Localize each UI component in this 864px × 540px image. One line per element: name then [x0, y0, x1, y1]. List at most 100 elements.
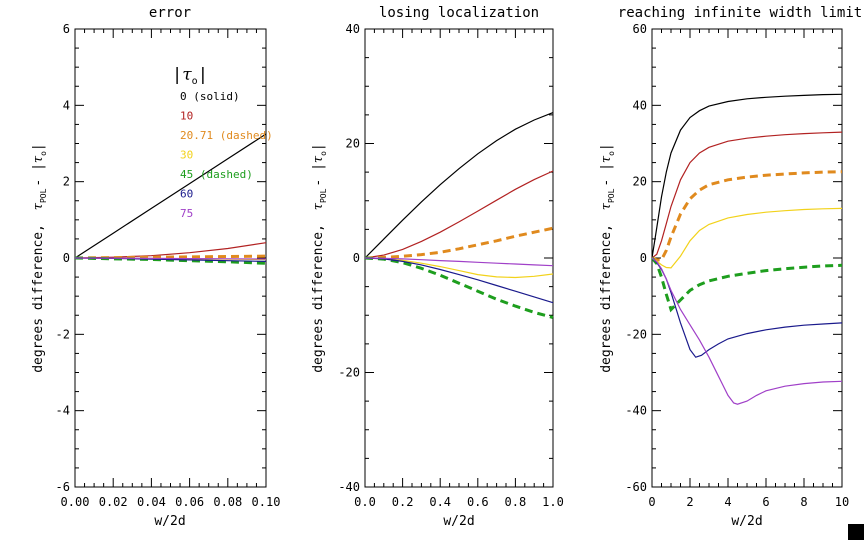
x-tick-label: 1.0: [542, 495, 564, 509]
pol-subscript: POL: [39, 188, 48, 203]
series-line-0: [651, 93, 843, 259]
x-axis-label: w/2d: [731, 514, 762, 529]
y-tick-label: -4: [56, 404, 70, 418]
y-tick-label: 20: [633, 175, 647, 189]
x-tick-label: 0.10: [252, 495, 281, 509]
o-subscript: o: [319, 151, 328, 156]
series-line-20-71: [364, 226, 554, 260]
panel-title: reaching infinite width limit: [618, 5, 862, 21]
y-tick-label: 20: [346, 137, 360, 151]
panel-infinite-width: reaching infinite width limit w/2d degre…: [599, 5, 862, 529]
y-axis-label-minus: - |: [311, 163, 326, 186]
y-tick-label: 2: [63, 175, 70, 189]
y-axis-label: degrees difference, τPOL- |τo|: [599, 143, 616, 373]
x-tick-label: 0.4: [429, 495, 451, 509]
y-tick-label: -60: [625, 480, 647, 494]
series-line-0: [364, 112, 554, 259]
y-axis-label-minus: - |: [31, 163, 46, 186]
series-line-10: [364, 170, 554, 259]
y-tick-label: -6: [56, 480, 70, 494]
legend-entry: 0 (solid): [180, 90, 240, 103]
series-line-10: [651, 131, 843, 259]
series-line-30: [364, 257, 554, 279]
x-tick-label: 2: [686, 495, 693, 509]
series-line-75: [651, 257, 843, 405]
legend-entry: 60: [180, 188, 193, 201]
tau-symbol: τ: [31, 202, 46, 210]
legend: |τo| 0 (solid) 10 20.71 (dashed) 30 45 (dash…: [172, 65, 273, 220]
legend-title-sub: o: [192, 76, 198, 87]
x-tick-label: 0.2: [392, 495, 414, 509]
corner-marker: [848, 524, 864, 540]
y-tick-label: 0: [640, 251, 647, 265]
series-line-60: [364, 257, 554, 304]
x-axis-label: w/2d: [154, 514, 185, 529]
x-axis-label: w/2d: [443, 514, 474, 529]
y-axis-label-text: degrees difference,: [31, 224, 46, 373]
x-tick-label: 0.8: [505, 495, 527, 509]
y-tick-label: 60: [633, 22, 647, 36]
x-tick-label: 0.08: [213, 495, 242, 509]
pol-subscript: POL: [607, 188, 616, 203]
legend-entry: 30: [180, 149, 193, 162]
series-line-45: [364, 256, 554, 319]
series-lines: [650, 93, 843, 405]
y-tick-label: -40: [338, 480, 360, 494]
tau-symbol: τ: [311, 202, 326, 210]
y-tick-label: 4: [63, 98, 70, 112]
y-tick-label: 40: [346, 22, 360, 36]
series-line-30: [651, 207, 843, 269]
x-tick-label: 6: [762, 495, 769, 509]
x-tick-label: 4: [724, 495, 731, 509]
x-tick-label: 8: [800, 495, 807, 509]
x-tick-label: 0.04: [137, 495, 166, 509]
x-tick-label: 0.06: [175, 495, 204, 509]
axis-ticks: 0.00 0.02 0.04 0.06 0.08 0.10 -6 -4 -2 0 2 4 6: [56, 22, 281, 509]
x-tick-label: 0.6: [467, 495, 489, 509]
legend-entry: 10: [180, 110, 193, 123]
legend-title-bar-right: |: [198, 65, 208, 85]
o-subscript: o: [607, 151, 616, 156]
x-tick-label: 0.00: [61, 495, 90, 509]
legend-entry: 20.71 (dashed): [180, 129, 273, 142]
y-tick-label: 0: [63, 251, 70, 265]
series-line-75: [74, 257, 267, 260]
legend-entry: 75: [180, 207, 193, 220]
x-tick-label: 0.0: [354, 495, 376, 509]
axis-ticks: 0 2 4 6 8 10 -60 -40 -20 0 20 40 60: [625, 22, 849, 509]
tau-symbol-2: τ: [599, 155, 614, 163]
tau-symbol-2: τ: [311, 155, 326, 163]
tau-symbol-2: τ: [31, 155, 46, 163]
y-axis-label-text: degrees difference,: [311, 224, 326, 373]
y-axis-label-bar: |: [311, 143, 326, 151]
y-axis-label: degrees difference, τPOL- |τo|: [311, 143, 328, 373]
legend-entry: 45 (dashed): [180, 168, 253, 181]
x-tick-label: 10: [835, 495, 849, 509]
panel-error: error w/2d degrees difference, τPOL- |τo…: [31, 5, 280, 529]
y-axis-label-minus: - |: [599, 163, 614, 186]
y-tick-label: 6: [63, 22, 70, 36]
series-line-45: [650, 257, 843, 313]
y-axis-label: degrees difference, τPOL- |τo|: [31, 143, 48, 373]
legend-title-bar-left: |: [172, 65, 182, 85]
y-tick-label: -20: [625, 327, 647, 341]
o-subscript: o: [39, 151, 48, 156]
series-line-75: [364, 257, 554, 267]
plot-frame: [651, 28, 843, 488]
y-tick-label: -2: [56, 327, 70, 341]
panel-losing-localization: losing localization w/2d degrees differe…: [311, 5, 564, 529]
series-line-60: [651, 257, 843, 358]
panel-title: losing localization: [379, 5, 539, 21]
y-axis-label-bar: |: [599, 143, 614, 151]
pol-subscript: POL: [319, 188, 328, 203]
panel-title: error: [149, 5, 191, 21]
x-tick-label: 0.02: [99, 495, 128, 509]
y-axis-label-bar: |: [31, 143, 46, 151]
tau-symbol: τ: [599, 202, 614, 210]
y-axis-label-text: degrees difference,: [599, 224, 614, 373]
legend-title: |τo|: [172, 65, 208, 87]
y-tick-label: -40: [625, 404, 647, 418]
y-tick-label: 0: [353, 251, 360, 265]
series-lines: [364, 112, 554, 319]
